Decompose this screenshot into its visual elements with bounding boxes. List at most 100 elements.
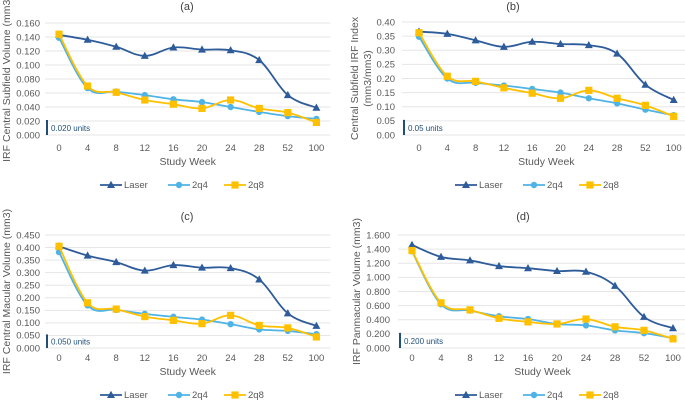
- x-tick-label: 28: [254, 143, 265, 154]
- y-tick-label: 0.30: [377, 46, 396, 57]
- legend-marker: [586, 181, 594, 189]
- legend-item-laser: Laser: [455, 180, 503, 191]
- y-tick-label: 0.080: [16, 74, 40, 85]
- x-tick-label: 24: [225, 143, 236, 154]
- legend-label: 2q4: [192, 180, 208, 191]
- data-point: [227, 96, 235, 104]
- x-tick-label: 16: [523, 353, 534, 364]
- series-line: [411, 244, 674, 330]
- legend-label: 2q8: [603, 390, 619, 401]
- data-point: [55, 30, 63, 38]
- x-tick-label: 4: [438, 353, 443, 364]
- data-point: [198, 104, 206, 112]
- legend-marker: [530, 181, 538, 189]
- series-line: [58, 251, 317, 336]
- x-tick-label: 52: [283, 353, 294, 364]
- x-tick-label: 0: [416, 143, 421, 154]
- data-point: [556, 94, 565, 102]
- data-point: [528, 89, 536, 97]
- x-tick-label: 0: [56, 353, 61, 364]
- data-point: [55, 242, 63, 250]
- x-tick-label: 12: [140, 143, 151, 154]
- series-line: [411, 250, 674, 340]
- series-2q8: [55, 30, 320, 126]
- x-tick-label: 4: [85, 353, 90, 364]
- data-point: [227, 311, 235, 319]
- y-tick-label: 0.000: [16, 343, 40, 354]
- data-point: [112, 42, 121, 50]
- y-tick-label: 0.050: [16, 331, 40, 342]
- data-point: [466, 256, 474, 264]
- x-tick-label: 24: [225, 353, 236, 364]
- y-tick-label: 0.250: [16, 281, 40, 292]
- series-laser: [408, 240, 677, 332]
- legend-item-2q8: 2q8: [224, 180, 264, 191]
- unit-scale-label: 0.020 units: [51, 124, 90, 133]
- unit-scale-bar: [403, 119, 405, 135]
- legend-item-laser: Laser: [100, 390, 148, 401]
- x-tick-label: 20: [197, 353, 208, 364]
- y-tick-label: 0.350: [16, 255, 40, 266]
- series-laser: [55, 242, 321, 329]
- y-tick-label: 0.40: [377, 17, 396, 28]
- legend-item-laser: Laser: [100, 180, 148, 191]
- y-tick-label: 0.05: [377, 116, 396, 127]
- data-point: [83, 251, 92, 259]
- legend-item-2q4: 2q4: [168, 180, 208, 191]
- series-line: [58, 33, 317, 124]
- x-axis-title: Study Week: [514, 366, 571, 378]
- chart-title: (c): [181, 211, 194, 223]
- data-point: [255, 275, 264, 283]
- legend-item-2q4: 2q4: [523, 180, 563, 191]
- data-point: [556, 39, 565, 48]
- data-point: [437, 252, 445, 260]
- data-point: [408, 240, 416, 248]
- unit-scale-label: 0.050 units: [51, 338, 90, 347]
- x-axis-title: Study Week: [159, 366, 216, 378]
- data-point: [669, 95, 678, 103]
- legend-item-2q8: 2q8: [579, 390, 619, 401]
- data-point: [198, 263, 206, 271]
- legend-label: Laser: [479, 390, 503, 401]
- data-point: [553, 320, 561, 328]
- data-point: [112, 257, 121, 266]
- unit-scale-label: 0.200 units: [404, 337, 443, 346]
- data-point: [500, 84, 508, 92]
- legend-label: 2q8: [248, 390, 264, 401]
- x-tick-label: 52: [640, 143, 651, 154]
- chart-title: (d): [516, 211, 529, 223]
- legend-marker: [462, 390, 470, 398]
- data-point: [471, 36, 480, 44]
- data-point: [472, 77, 480, 85]
- data-point: [227, 320, 234, 328]
- y-tick-label: 0.200: [366, 329, 390, 340]
- y-tick-label: 0.15: [377, 88, 396, 99]
- x-tick-label: 12: [494, 353, 505, 364]
- data-point: [640, 326, 648, 334]
- x-tick-label: 4: [85, 143, 90, 154]
- legend-marker: [586, 391, 594, 399]
- x-tick-label: 16: [168, 353, 179, 364]
- legend-item-2q8: 2q8: [224, 390, 264, 401]
- data-point: [226, 46, 235, 54]
- data-point: [611, 281, 619, 289]
- y-tick-label: 0.600: [366, 301, 390, 312]
- y-tick-label: 0.160: [16, 18, 40, 29]
- chart-a: (a) 0.000 0.020 0.040 0.060 0.080 0.100 0.120 0.…: [1, 0, 331, 191]
- y-tick-label: 0.040: [16, 102, 40, 113]
- x-tick-label: 4: [445, 143, 450, 154]
- x-tick-label: 100: [665, 353, 681, 364]
- legend-label: Laser: [124, 390, 148, 401]
- data-point: [495, 314, 503, 322]
- legend-marker: [231, 391, 239, 399]
- data-point: [582, 267, 590, 275]
- data-point: [557, 89, 564, 96]
- data-point: [443, 72, 451, 80]
- data-point: [499, 42, 508, 50]
- unit-scale-bar: [46, 334, 48, 348]
- y-tick-label: 0.120: [16, 46, 40, 57]
- data-point: [585, 86, 593, 94]
- y-tick-label: 0.060: [16, 88, 40, 99]
